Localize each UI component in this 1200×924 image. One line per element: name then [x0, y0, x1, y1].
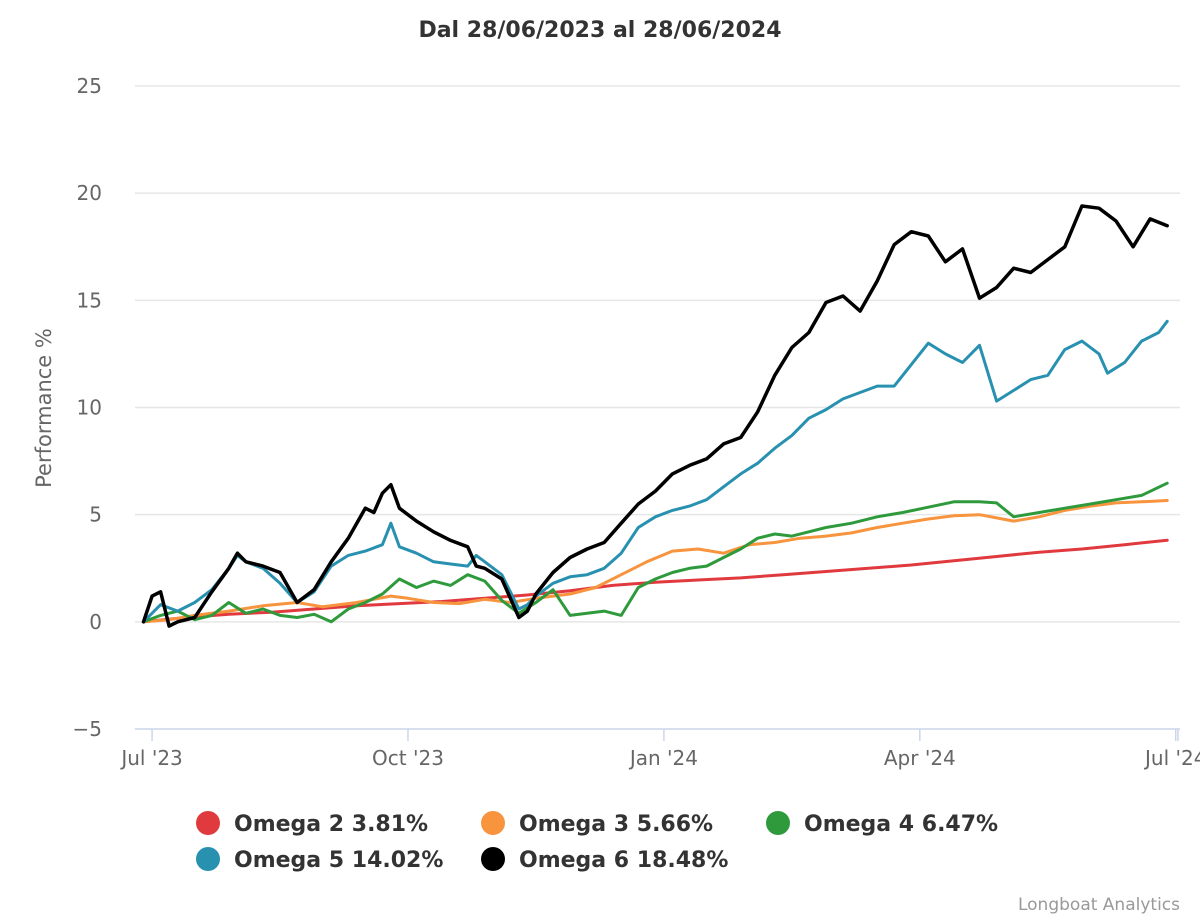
- legend-item-omega-6[interactable]: Omega 6 18.48%: [481, 847, 728, 873]
- legend-marker: [196, 847, 220, 871]
- y-axis-title: Performance %: [32, 328, 56, 488]
- legend-label: Omega 3 5.66%: [519, 812, 713, 837]
- chart-credit: Longboat Analytics: [1018, 895, 1180, 915]
- x-axis: Jul '23 Oct '23 Jan '24 Apr '24 Jul '24: [119, 728, 1200, 770]
- x-tick-label: Jul '24: [1143, 746, 1200, 770]
- y-tick-label: 20: [77, 181, 102, 205]
- legend-item-omega-4[interactable]: Omega 4 6.47%: [766, 811, 998, 837]
- legend-marker: [481, 811, 505, 835]
- series-lines: [141, 204, 1169, 628]
- x-tick-label: Jul '23: [119, 746, 182, 770]
- series-line-omega-4[interactable]: [142, 481, 1169, 624]
- legend-label: Omega 6 18.48%: [519, 848, 728, 873]
- grid-lines: [135, 85, 1180, 623]
- legend-label: Omega 5 14.02%: [234, 848, 443, 873]
- legend-item-omega-3[interactable]: Omega 3 5.66%: [481, 811, 713, 837]
- series-line-omega-6[interactable]: [141, 204, 1169, 628]
- legend: Omega 2 3.81% Omega 3 5.66% Omega 4 6.47% O…: [196, 811, 998, 873]
- y-tick-label: −5: [73, 717, 102, 741]
- y-tick-label: 5: [89, 503, 102, 527]
- legend-item-omega-5[interactable]: Omega 5 14.02%: [196, 847, 443, 873]
- series-line-omega-2[interactable]: [142, 538, 1169, 624]
- y-tick-label: 25: [77, 74, 102, 98]
- legend-item-omega-2[interactable]: Omega 2 3.81%: [196, 811, 428, 837]
- legend-marker: [766, 811, 790, 835]
- x-tick-label: Jan '24: [628, 746, 698, 770]
- legend-marker: [481, 847, 505, 871]
- legend-label: Omega 2 3.81%: [234, 812, 428, 837]
- legend-marker: [196, 811, 220, 835]
- x-tick-label: Oct '23: [372, 746, 444, 770]
- y-tick-label: 10: [77, 396, 102, 420]
- y-tick-label: 0: [89, 610, 102, 634]
- chart-title: Dal 28/06/2023 al 28/06/2024: [418, 18, 781, 43]
- series-line-omega-5[interactable]: [142, 319, 1169, 624]
- x-tick-label: Apr '24: [884, 746, 956, 770]
- legend-label: Omega 4 6.47%: [804, 812, 998, 837]
- y-axis: −5 0 5 10 15 20 25: [73, 74, 102, 741]
- series-line-omega-3[interactable]: [142, 499, 1169, 624]
- y-tick-label: 15: [77, 288, 102, 312]
